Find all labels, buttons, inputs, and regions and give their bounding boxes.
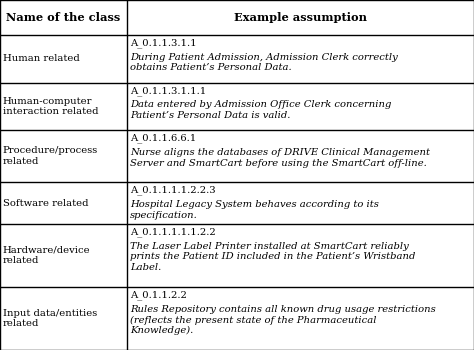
Text: Nurse aligns the databases of DRIVE Clinical Management
Server and SmartCart bef: Nurse aligns the databases of DRIVE Clin… xyxy=(130,148,430,168)
Text: During Patient Admission, Admission Clerk correctly
obtains Patient’s Personal D: During Patient Admission, Admission Cler… xyxy=(130,53,398,72)
Text: Human-computer
interaction related: Human-computer interaction related xyxy=(3,97,98,116)
Text: A_0.1.1.1.1.2.2.3: A_0.1.1.1.1.2.2.3 xyxy=(130,186,216,195)
Text: A_0.1.1.1.1.1.2.2: A_0.1.1.1.1.1.2.2 xyxy=(130,228,216,237)
Text: A_0.1.1.3.1.1: A_0.1.1.3.1.1 xyxy=(130,38,197,48)
Text: Human related: Human related xyxy=(3,54,80,63)
Text: Example assumption: Example assumption xyxy=(234,12,367,23)
Text: Data entered by Admission Office Clerk concerning
Patient’s Personal Data is val: Data entered by Admission Office Clerk c… xyxy=(130,100,392,120)
Text: A_0.1.1.3.1.1.1: A_0.1.1.3.1.1.1 xyxy=(130,86,207,96)
Text: A_0.1.1.6.6.1: A_0.1.1.6.6.1 xyxy=(130,134,197,143)
Text: Hardware/device
related: Hardware/device related xyxy=(3,246,91,265)
Text: Name of the class: Name of the class xyxy=(6,12,121,23)
Text: Hospital Legacy System behaves according to its
specification.: Hospital Legacy System behaves according… xyxy=(130,200,379,220)
Text: A_0.1.1.2.2: A_0.1.1.2.2 xyxy=(130,290,187,300)
Text: Rules Repository contains all known drug usage restrictions
(reflects the presen: Rules Repository contains all known drug… xyxy=(130,305,436,335)
Text: Software related: Software related xyxy=(3,198,88,208)
Text: The Laser Label Printer installed at SmartCart reliably
prints the Patient ID in: The Laser Label Printer installed at Sma… xyxy=(130,242,416,272)
Text: Input data/entities
related: Input data/entities related xyxy=(3,309,97,328)
Text: Procedure/process
related: Procedure/process related xyxy=(3,146,98,166)
